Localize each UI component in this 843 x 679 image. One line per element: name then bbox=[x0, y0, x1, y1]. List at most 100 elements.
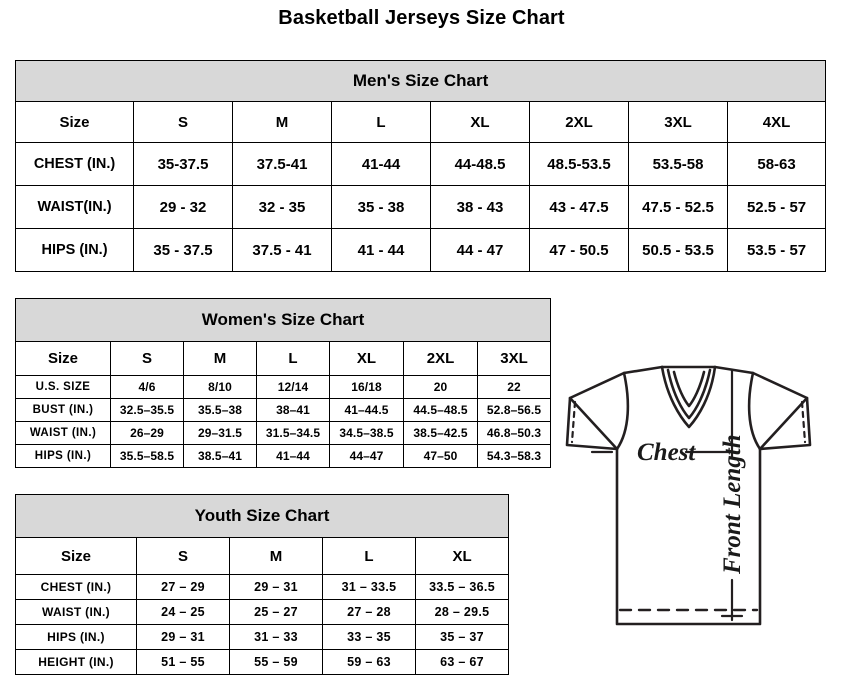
womens-cell: 8/10 bbox=[183, 375, 257, 399]
mens-row-label: HIPS (IN.) bbox=[15, 228, 134, 272]
womens-cell: 35.5–58.5 bbox=[110, 444, 184, 468]
mens-cell: 29 - 32 bbox=[133, 185, 233, 229]
womens-cell: 54.3–58.3 bbox=[476, 444, 552, 468]
left-cuff-stitch bbox=[570, 400, 577, 444]
jersey-body-outline bbox=[615, 447, 762, 626]
table-row: WAIST(IN.) 29 - 32 32 - 35 35 - 38 38 - … bbox=[15, 185, 827, 229]
mens-cell: 41-44 bbox=[331, 142, 431, 186]
womens-cell: 20 bbox=[403, 375, 478, 399]
youth-cell: 28 – 29.5 bbox=[414, 599, 510, 625]
table-row: HIPS (IN.) 35 - 37.5 37.5 - 41 41 - 44 4… bbox=[15, 228, 827, 272]
womens-caption-row: Women's Size Chart bbox=[14, 298, 552, 342]
mens-cell: 47.5 - 52.5 bbox=[628, 185, 728, 229]
womens-cell: 32.5–35.5 bbox=[110, 398, 184, 422]
womens-col-s: S bbox=[110, 341, 184, 376]
mens-cell: 50.5 - 53.5 bbox=[628, 228, 728, 272]
mens-caption-row: Men's Size Chart bbox=[14, 60, 827, 102]
mens-col-s: S bbox=[133, 101, 233, 143]
womens-col-3xl: 3XL bbox=[476, 341, 552, 376]
youth-cell: 27 – 29 bbox=[136, 574, 230, 600]
youth-cell: 35 – 37 bbox=[414, 624, 510, 650]
womens-cell: 26–29 bbox=[110, 421, 184, 445]
youth-row-label: CHEST (IN.) bbox=[15, 574, 137, 600]
youth-cell: 31 – 33 bbox=[229, 624, 323, 650]
mens-cell: 37.5-41 bbox=[232, 142, 332, 186]
mens-cell: 43 - 47.5 bbox=[529, 185, 629, 229]
womens-cell: 47–50 bbox=[403, 444, 478, 468]
youth-cell: 33 – 35 bbox=[322, 624, 416, 650]
womens-cell: 29–31.5 bbox=[183, 421, 257, 445]
womens-header-row: Size S M L XL 2XL 3XL bbox=[15, 341, 552, 376]
mens-header-row: Size S M L XL 2XL 3XL 4XL bbox=[15, 101, 827, 143]
youth-col-m: M bbox=[229, 537, 323, 575]
womens-row-label: HIPS (IN.) bbox=[15, 444, 111, 468]
mens-col-3xl: 3XL bbox=[628, 101, 728, 143]
table-row: HIPS (IN.) 35.5–58.5 38.5–41 41–44 44–47… bbox=[15, 444, 552, 468]
youth-cell: 33.5 – 36.5 bbox=[414, 574, 510, 600]
mens-col-l: L bbox=[331, 101, 431, 143]
youth-size-chart-table: Youth Size Chart Size S M L XL CHEST (IN… bbox=[14, 494, 510, 675]
front-length-label: Front Length bbox=[719, 434, 746, 575]
mens-cell: 58-63 bbox=[726, 142, 827, 186]
mens-cell: 44 - 47 bbox=[430, 228, 530, 272]
table-row: U.S. SIZE 4/6 8/10 12/14 16/18 20 22 bbox=[15, 375, 552, 399]
womens-cell: 38–41 bbox=[256, 398, 330, 422]
youth-col-xl: XL bbox=[414, 537, 510, 575]
youth-cell: 55 – 59 bbox=[229, 649, 323, 675]
womens-cell: 22 bbox=[476, 375, 552, 399]
youth-cell: 29 – 31 bbox=[229, 574, 323, 600]
mens-row-label: WAIST(IN.) bbox=[15, 185, 134, 229]
womens-col-m: M bbox=[183, 341, 257, 376]
womens-cell: 46.8–50.3 bbox=[476, 421, 552, 445]
youth-cell: 51 – 55 bbox=[136, 649, 230, 675]
mens-cell: 41 - 44 bbox=[331, 228, 431, 272]
table-row: CHEST (IN.) 35-37.5 37.5-41 41-44 44-48.… bbox=[15, 142, 827, 186]
womens-cell: 41–44.5 bbox=[329, 398, 404, 422]
mens-cell: 32 - 35 bbox=[232, 185, 332, 229]
youth-cell: 25 – 27 bbox=[229, 599, 323, 625]
youth-cell: 24 – 25 bbox=[136, 599, 230, 625]
womens-row-label: WAIST (IN.) bbox=[15, 421, 111, 445]
womens-cell: 31.5–34.5 bbox=[256, 421, 330, 445]
mens-cell: 44-48.5 bbox=[430, 142, 530, 186]
womens-row-label: BUST (IN.) bbox=[15, 398, 111, 422]
womens-cell: 4/6 bbox=[110, 375, 184, 399]
womens-cell: 16/18 bbox=[329, 375, 404, 399]
youth-row-label: HEIGHT (IN.) bbox=[15, 649, 137, 675]
womens-cell: 44.5–48.5 bbox=[403, 398, 478, 422]
mens-cell: 47 - 50.5 bbox=[529, 228, 629, 272]
table-row: BUST (IN.) 32.5–35.5 35.5–38 38–41 41–44… bbox=[15, 398, 552, 422]
womens-cell: 38.5–42.5 bbox=[403, 421, 478, 445]
youth-row-label: WAIST (IN.) bbox=[15, 599, 137, 625]
youth-col-s: S bbox=[136, 537, 230, 575]
mens-row-label: CHEST (IN.) bbox=[15, 142, 134, 186]
mens-size-chart-table: Men's Size Chart Size S M L XL 2XL 3XL 4… bbox=[14, 60, 827, 272]
mens-cell: 38 - 43 bbox=[430, 185, 530, 229]
womens-cell: 35.5–38 bbox=[183, 398, 257, 422]
mens-col-size: Size bbox=[15, 101, 134, 143]
table-row: HEIGHT (IN.) 51 – 55 55 – 59 59 – 63 63 … bbox=[15, 649, 510, 675]
mens-chart-caption: Men's Size Chart bbox=[14, 60, 827, 102]
jersey-measurement-diagram: Chest Front Length bbox=[534, 352, 843, 679]
right-cuff-stitch bbox=[800, 400, 807, 444]
mens-cell: 35 - 37.5 bbox=[133, 228, 233, 272]
mens-cell: 35-37.5 bbox=[133, 142, 233, 186]
mens-cell: 35 - 38 bbox=[331, 185, 431, 229]
womens-chart-caption: Women's Size Chart bbox=[14, 298, 552, 342]
mens-col-4xl: 4XL bbox=[726, 101, 827, 143]
youth-header-row: Size S M L XL bbox=[15, 537, 510, 575]
youth-cell: 31 – 33.5 bbox=[322, 574, 416, 600]
youth-caption-row: Youth Size Chart bbox=[14, 494, 510, 538]
womens-col-l: L bbox=[256, 341, 330, 376]
table-row: HIPS (IN.) 29 – 31 31 – 33 33 – 35 35 – … bbox=[15, 624, 510, 650]
mens-col-m: M bbox=[232, 101, 332, 143]
womens-row-label: U.S. SIZE bbox=[15, 375, 111, 399]
womens-col-2xl: 2XL bbox=[403, 341, 478, 376]
youth-chart-caption: Youth Size Chart bbox=[14, 494, 510, 538]
womens-cell: 41–44 bbox=[256, 444, 330, 468]
womens-cell: 44–47 bbox=[329, 444, 404, 468]
mens-cell: 37.5 - 41 bbox=[232, 228, 332, 272]
womens-cell: 34.5–38.5 bbox=[329, 421, 404, 445]
mens-col-xl: XL bbox=[430, 101, 530, 143]
mens-cell: 48.5-53.5 bbox=[529, 142, 629, 186]
